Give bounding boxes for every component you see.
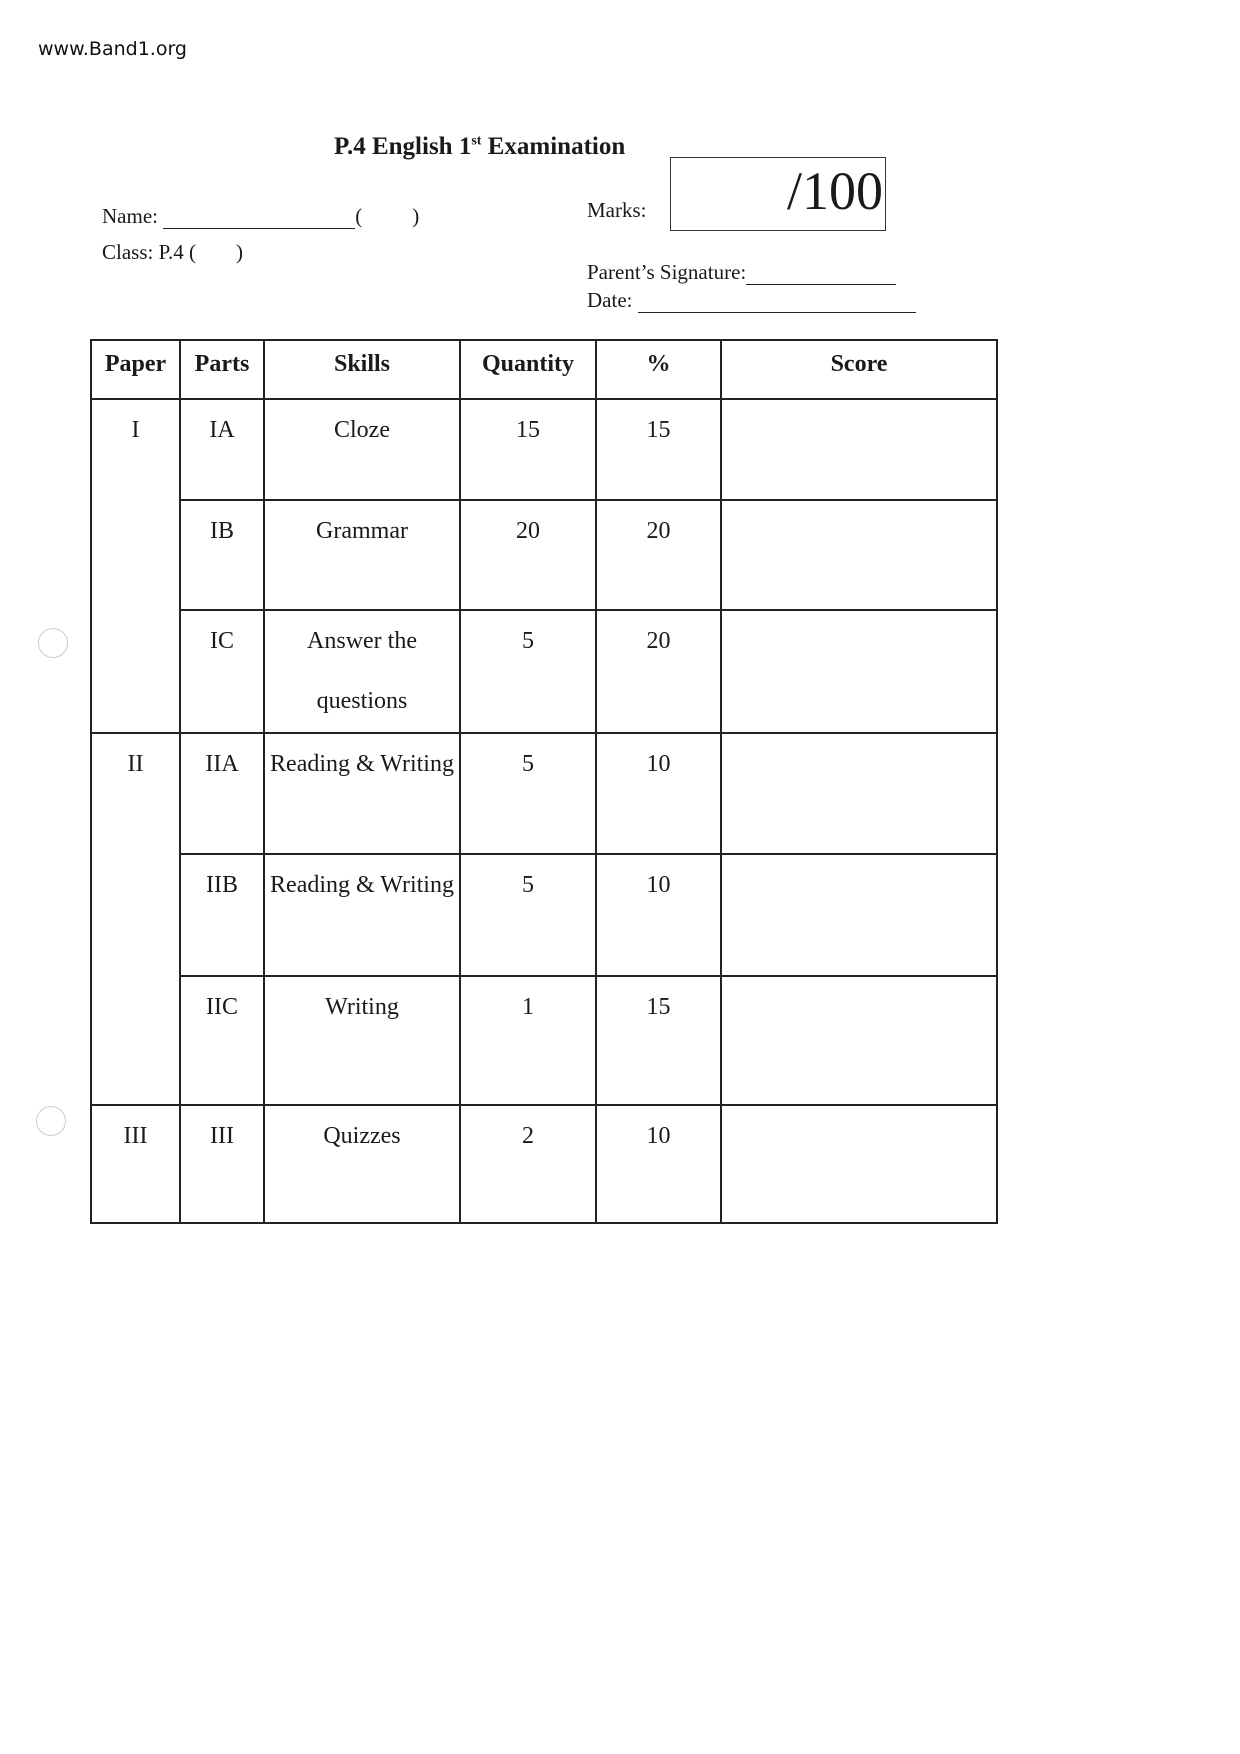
table-row: I IA Cloze 15 15 — [90, 398, 998, 734]
cell-quantity: 20 — [459, 499, 597, 611]
name-label: Name: — [102, 204, 158, 228]
cell-part: III — [179, 1104, 265, 1224]
cell-score[interactable] — [720, 732, 998, 855]
page-title: P.4 English 1st Examination — [334, 133, 625, 161]
watermark: www.Band1.org — [38, 38, 187, 60]
date-line[interactable] — [637, 312, 916, 313]
cell-score[interactable] — [720, 398, 998, 501]
class-close: ) — [235, 240, 243, 264]
paren-close: ) — [412, 204, 420, 228]
cell-skill: Answer the questions — [263, 609, 461, 734]
cell-percent: 10 — [595, 1104, 722, 1224]
cell-score[interactable] — [720, 609, 998, 734]
cell-score[interactable] — [720, 1104, 998, 1224]
cell-quantity: 5 — [459, 609, 597, 734]
marks-total: /100 — [786, 161, 883, 221]
cell-percent: 15 — [595, 975, 722, 1106]
cell-part: IB — [179, 499, 265, 611]
table-row: IIB Reading & Writing 5 10 — [91, 853, 998, 977]
cell-part: IC — [179, 609, 265, 734]
signature-label: Parent’s Signature: — [587, 260, 747, 284]
table-header: Paper Parts Skills Quantity % Score — [90, 339, 998, 400]
paren-open: ( — [355, 204, 363, 228]
cell-quantity: 2 — [459, 1104, 597, 1224]
header-paper: Paper — [90, 339, 181, 400]
cell-skill: Grammar — [263, 499, 461, 611]
cell-part: IA — [179, 398, 265, 501]
cell-part: IIB — [179, 853, 265, 977]
name-line[interactable] — [163, 228, 356, 229]
cell-paper: I — [90, 398, 181, 734]
cell-percent: 10 — [595, 732, 722, 855]
header-score: Score — [720, 339, 998, 400]
date-field[interactable]: Date: — [587, 288, 916, 313]
cell-score[interactable] — [720, 975, 998, 1106]
table-row: IC Answer the questions 5 20 — [91, 609, 998, 734]
signature-line[interactable] — [746, 284, 897, 285]
cell-percent: 15 — [595, 398, 722, 501]
cell-skill: Reading & Writing — [263, 853, 461, 977]
title-text: P.4 English 1 — [334, 133, 472, 160]
marks-table: Paper Parts Skills Quantity % Score I IA… — [90, 339, 998, 1224]
cell-part: IIA — [179, 732, 265, 855]
cell-quantity: 1 — [459, 975, 597, 1106]
cell-score[interactable] — [720, 853, 998, 977]
cell-percent: 10 — [595, 853, 722, 977]
punch-hole-icon — [38, 628, 68, 658]
marks-label: Marks: — [587, 198, 647, 222]
signature-field[interactable]: Parent’s Signature: — [587, 260, 897, 285]
header-percent: % — [595, 339, 722, 400]
cell-skill: Writing — [263, 975, 461, 1106]
table-row: II IIA Reading & Writing 5 10 — [90, 732, 998, 1106]
date-label: Date: — [587, 288, 633, 312]
marks-box[interactable]: /100 — [670, 157, 886, 231]
class-field[interactable]: Class: P.4 () — [102, 240, 243, 265]
cell-part: IIC — [179, 975, 265, 1106]
cell-skill: Quizzes — [263, 1104, 461, 1224]
name-field[interactable]: Name: () — [102, 204, 419, 229]
table-row: IIC Writing 1 15 — [91, 975, 998, 1106]
header-skills: Skills — [263, 339, 461, 400]
header-parts: Parts — [179, 339, 265, 400]
cell-quantity: 5 — [459, 853, 597, 977]
cell-paper: II — [90, 732, 181, 1106]
table-row: III III Quizzes 2 10 — [90, 1104, 998, 1224]
cell-skill: Reading & Writing — [263, 732, 461, 855]
cell-score[interactable] — [720, 499, 998, 611]
cell-percent: 20 — [595, 609, 722, 734]
punch-hole-icon — [36, 1106, 66, 1136]
title-rest: Examination — [481, 133, 626, 160]
cell-paper: III — [90, 1104, 181, 1224]
title-sup: st — [471, 133, 482, 149]
header-quantity: Quantity — [459, 339, 597, 400]
class-label: Class: P.4 ( — [102, 240, 196, 264]
cell-quantity: 5 — [459, 732, 597, 855]
table-row: IB Grammar 20 20 — [91, 499, 998, 611]
cell-skill: Cloze — [263, 398, 461, 501]
cell-percent: 20 — [595, 499, 722, 611]
cell-quantity: 15 — [459, 398, 597, 501]
